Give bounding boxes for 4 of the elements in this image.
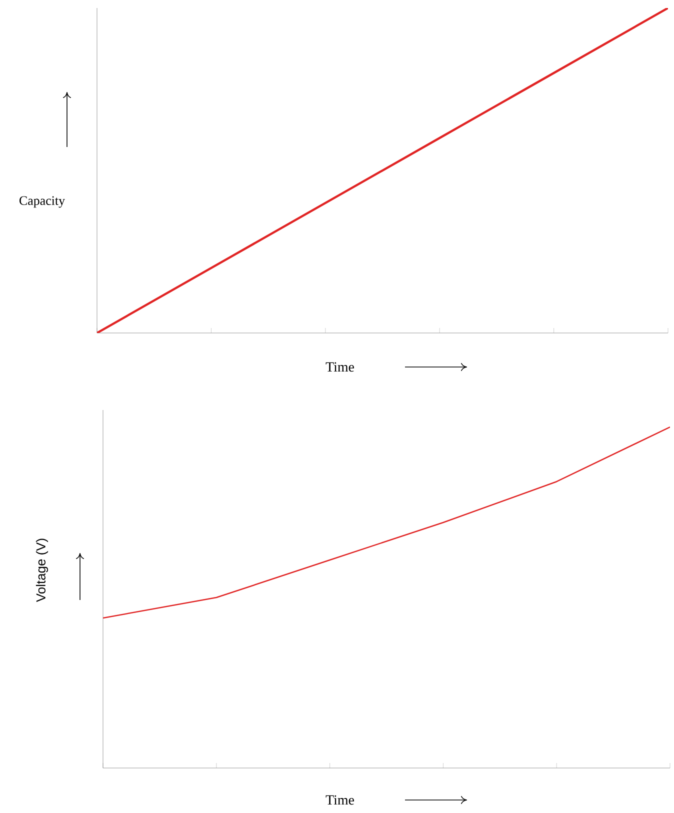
- x-axis-title: Time: [326, 795, 354, 805]
- x-axis-title: Time: [326, 362, 354, 372]
- y-axis-title: Voltage (V): [36, 538, 48, 602]
- y-axis-title: Capacity: [20, 196, 65, 208]
